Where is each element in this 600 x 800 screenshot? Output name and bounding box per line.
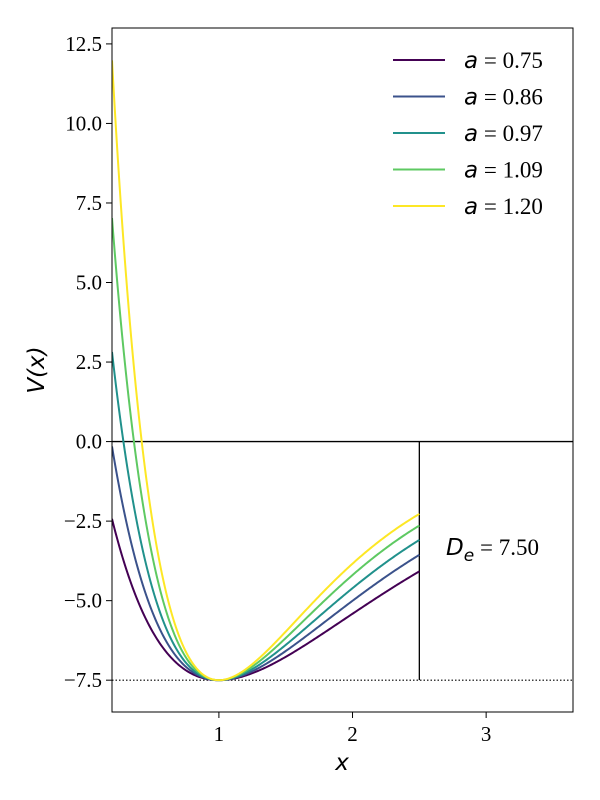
series-lines: [112, 60, 420, 682]
plot-frame: [111, 27, 574, 713]
y-tick-label: 10.0: [65, 111, 102, 135]
legend: a = 0.75 a = 0.86 a = 0.97 a = 1.09 a = 1.20: [393, 48, 543, 220]
well-depth-annotation: De = 7.50: [446, 535, 539, 566]
y-tick-label: −5.0: [64, 589, 102, 613]
axis-ticks: −7.5 −5.0 −2.5 0.0 2.5 5.0 7.5 10.0 12.5 1 2 3: [64, 32, 491, 746]
series-line-0: [112, 518, 420, 682]
y-tick-label: −2.5: [64, 509, 102, 533]
series-line-2: [112, 351, 420, 682]
series-line-3: [112, 217, 420, 682]
y-axis-label: V(x): [24, 346, 50, 393]
x-tick-label: 2: [347, 722, 358, 746]
y-tick-label: 7.5: [76, 191, 102, 215]
y-tick-label: 0.0: [76, 430, 102, 454]
x-tick-label: 3: [481, 722, 492, 746]
y-tick-label: −7.5: [64, 668, 102, 692]
series-line-1: [112, 446, 420, 682]
x-axis-label: x: [334, 750, 349, 776]
reference-lines: [112, 440, 573, 681]
series-line-4: [112, 60, 420, 682]
legend-label: a = 1.20: [464, 194, 543, 220]
legend-label: a = 0.97: [464, 121, 543, 147]
y-tick-label: 12.5: [65, 32, 102, 56]
legend-label: a = 0.75: [464, 48, 543, 74]
annotation: De = 7.50: [446, 535, 539, 566]
x-tick-label: 1: [214, 722, 225, 746]
y-tick-label: 5.0: [76, 271, 102, 295]
legend-label: a = 0.86: [464, 85, 543, 111]
y-tick-label: 2.5: [76, 350, 102, 374]
legend-label: a = 1.09: [464, 158, 543, 184]
